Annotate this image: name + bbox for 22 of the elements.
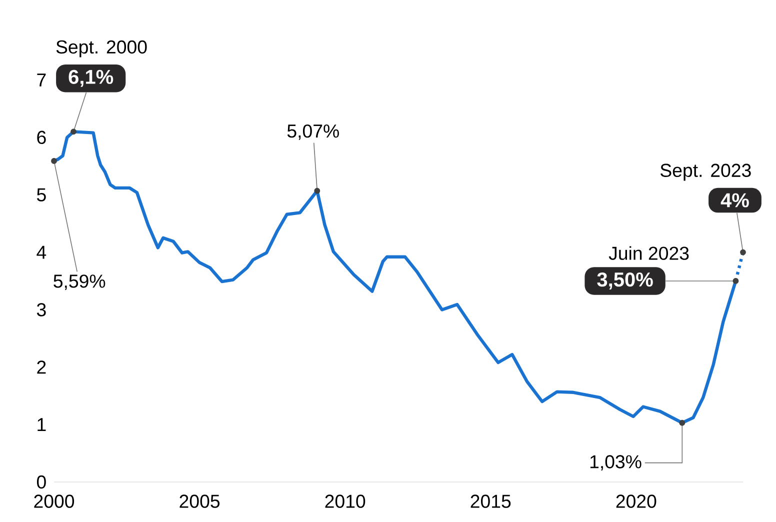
annotation: Juin 2023 [608, 246, 689, 260]
y-tick-label: 0 [36, 475, 46, 489]
y-tick-label: 5 [37, 188, 46, 202]
annotation: 4% [720, 193, 749, 208]
y-tick-label: 2 [37, 360, 46, 374]
y-tick-label: 7 [37, 74, 46, 86]
annotation: 6,1% [68, 70, 114, 87]
x-tick-label: 2005 [180, 494, 220, 508]
y-tick-label: 3 [36, 303, 46, 316]
annotation: Sept. 2023 [660, 164, 751, 181]
annotation: 5,59% [54, 274, 106, 290]
y-tick-label: 4 [36, 246, 46, 259]
annotation: 3,50% [597, 272, 653, 290]
x-tick-label: 2010 [325, 494, 366, 508]
x-tick-label: 2000 [34, 494, 74, 508]
text: Sept. 2000 [56, 40, 147, 58]
y-tick-label: 1 [38, 418, 46, 431]
x-tick-label: 2020 [616, 494, 656, 508]
y-tick-label: 6 [37, 130, 46, 144]
annotation: 5,07% [287, 124, 339, 140]
annotation: 1,03% [590, 455, 642, 471]
x-tick-label: 2015 [470, 494, 511, 508]
